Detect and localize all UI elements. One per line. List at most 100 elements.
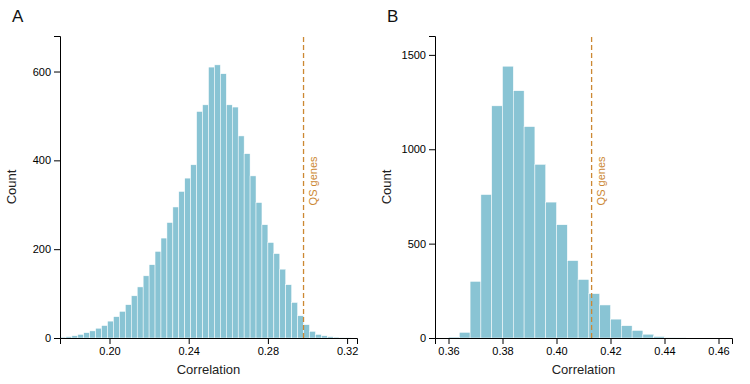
histogram-bar xyxy=(286,285,292,338)
histogram-bar xyxy=(535,164,546,338)
histogram-bar xyxy=(113,317,119,338)
histogram-bar xyxy=(125,305,131,338)
histogram-bar xyxy=(298,316,304,338)
histogram-bar xyxy=(226,105,232,338)
histogram-bar xyxy=(119,311,125,338)
histogram-bar xyxy=(90,331,96,338)
x-tick-mark xyxy=(189,338,190,344)
x-tick-label: 0.20 xyxy=(99,345,120,357)
histogram-bar xyxy=(345,337,351,338)
histogram-bar xyxy=(72,336,78,338)
histogram-bar xyxy=(131,296,137,338)
y-axis: 0 200 400 600 xyxy=(33,37,61,345)
histogram-bar xyxy=(238,136,244,338)
x-tick-label: 0.24 xyxy=(178,345,199,357)
histogram-bar xyxy=(268,243,274,338)
histogram-bar xyxy=(351,338,357,339)
y-tick: 500 xyxy=(408,238,435,250)
x-tick-label: 0.38 xyxy=(492,345,513,357)
x-axis: 0.36 0.38 0.40 0.42 0.44 0.46 xyxy=(436,338,733,357)
histogram-bar xyxy=(232,107,238,338)
histogram-bar xyxy=(262,225,268,338)
histogram-bar xyxy=(632,330,643,338)
x-tick: 0.20 xyxy=(99,338,120,357)
histogram-bar xyxy=(449,337,460,338)
y-tick: 1500 xyxy=(402,49,435,61)
x-axis-line xyxy=(61,339,358,345)
x-tick: 0.46 xyxy=(708,338,729,357)
x-tick-mark xyxy=(557,338,558,344)
x-axis-line xyxy=(436,339,733,345)
y-tick: 400 xyxy=(33,154,60,166)
histogram-bar xyxy=(654,336,665,338)
y-tick-label: 0 xyxy=(45,332,51,344)
histogram-bar xyxy=(309,331,315,338)
histogram-bar xyxy=(321,336,327,338)
histogram-bar xyxy=(220,74,226,338)
panel-label: B xyxy=(387,7,398,26)
histogram-bar xyxy=(600,305,611,338)
y-tick-label: 400 xyxy=(33,154,51,166)
x-tick: 0.36 xyxy=(438,338,459,357)
x-tick: 0.38 xyxy=(492,338,513,357)
chart: 0.20 0.24 0.28 0.32 0 200 400 600 QS genes Correl… xyxy=(0,0,750,384)
y-tick-mark xyxy=(54,338,60,339)
y-axis: 0 500 1000 1500 xyxy=(402,37,436,345)
x-tick-mark xyxy=(611,338,612,344)
y-tick-label: 600 xyxy=(33,66,51,78)
y-tick-label: 200 xyxy=(33,243,51,255)
y-tick-label: 1500 xyxy=(402,49,426,61)
histogram-bar xyxy=(589,294,600,338)
histogram-bar xyxy=(503,66,514,338)
y-tick-mark xyxy=(429,149,435,150)
histogram-bar xyxy=(304,325,310,338)
histogram-bar xyxy=(481,195,492,338)
y-tick-mark xyxy=(429,55,435,56)
histogram-bar xyxy=(102,326,108,338)
histogram-bar xyxy=(161,238,167,338)
y-tick: 200 xyxy=(33,243,60,255)
x-axis-title: Correlation xyxy=(552,362,616,377)
histogram-bar xyxy=(459,332,470,338)
y-tick-label: 1000 xyxy=(402,143,426,155)
x-tick: 0.24 xyxy=(178,338,199,357)
histogram-bar xyxy=(203,105,209,338)
x-tick: 0.42 xyxy=(600,338,621,357)
histogram-bar xyxy=(191,165,197,338)
x-tick-label: 0.32 xyxy=(337,345,358,357)
y-tick-label: 0 xyxy=(420,332,426,344)
x-tick: 0.40 xyxy=(546,338,567,357)
histogram-bar xyxy=(327,337,333,338)
x-tick: 0.44 xyxy=(654,338,675,357)
y-axis-line xyxy=(54,37,61,339)
histogram-bar xyxy=(209,67,215,338)
histogram-bar xyxy=(333,337,339,338)
y-tick-mark xyxy=(54,72,60,73)
x-tick-label: 0.28 xyxy=(258,345,279,357)
histogram-bar xyxy=(643,334,654,338)
histogram-bar xyxy=(256,203,262,338)
y-tick: 1000 xyxy=(402,143,435,155)
histogram-bar xyxy=(567,261,578,338)
y-axis-title: Count xyxy=(379,169,394,204)
x-tick-label: 0.44 xyxy=(654,345,675,357)
panel: 0.200.240.280.320200400600QS genesCorrel… xyxy=(4,7,358,377)
histogram-bar xyxy=(524,127,535,338)
x-tick-mark xyxy=(719,338,720,344)
histogram-bar xyxy=(96,328,102,338)
histogram-bar xyxy=(197,112,203,339)
x-axis: 0.20 0.24 0.28 0.32 xyxy=(61,338,359,357)
x-tick-mark xyxy=(665,338,666,344)
reference-label: QS genes xyxy=(595,156,607,205)
histogram-bar xyxy=(280,269,286,338)
y-tick-mark xyxy=(429,338,435,339)
y-tick: 0 xyxy=(420,332,435,344)
histogram-bar xyxy=(339,337,345,338)
y-tick-label: 500 xyxy=(408,238,426,250)
histogram-bar xyxy=(214,65,220,338)
histogram-bar xyxy=(167,223,173,338)
histogram-bar xyxy=(108,321,114,338)
histogram-bar xyxy=(149,265,155,338)
histogram-bar xyxy=(315,334,321,338)
reference-label: QS genes xyxy=(307,156,319,205)
